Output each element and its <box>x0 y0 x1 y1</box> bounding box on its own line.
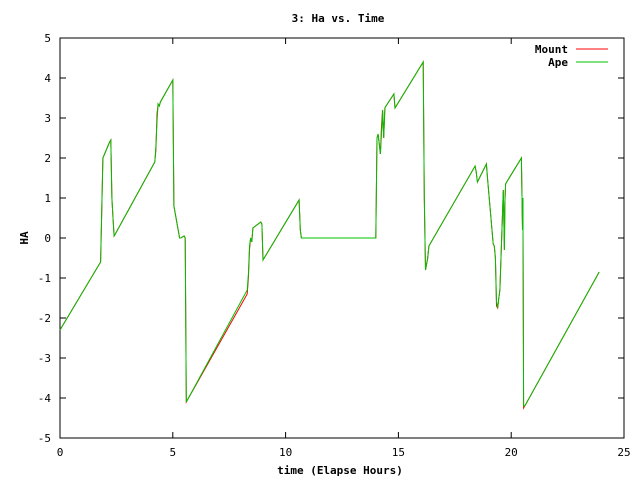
y-tick-label: 3 <box>44 112 51 125</box>
legend-label-mount: Mount <box>535 43 568 56</box>
x-tick-label: 15 <box>392 446 405 459</box>
x-axis-label: time (Elapse Hours) <box>277 464 403 477</box>
y-tick-label: 1 <box>44 192 51 205</box>
y-tick-label: 5 <box>44 32 51 45</box>
legend: Mount Ape <box>535 43 608 69</box>
y-tick-label: 4 <box>44 72 51 85</box>
series-line-mount <box>59 60 600 410</box>
x-tick-label: 5 <box>169 446 176 459</box>
y-axis-label: HA <box>18 231 31 245</box>
x-tick-label: 0 <box>57 446 64 459</box>
y-tick-label: -4 <box>38 392 52 405</box>
legend-label-ape: Ape <box>548 56 568 69</box>
series-layer <box>59 60 600 410</box>
chart-title: 3: Ha vs. Time <box>292 12 385 25</box>
series-line-ape <box>59 60 600 407</box>
y-tick-label: -3 <box>38 352 51 365</box>
y-tick-label: -2 <box>38 312 51 325</box>
y-tick-label: 2 <box>44 152 51 165</box>
y-tick-label: -1 <box>38 272 51 285</box>
y-tick-label: -5 <box>38 432 51 445</box>
axis-tick-labels: 0 5 10 15 20 25 -5 -4 -3 -2 -1 0 1 2 3 4 5 <box>38 32 631 459</box>
y-tick-label: 0 <box>44 232 51 245</box>
x-tick-label: 10 <box>279 446 292 459</box>
x-tick-label: 20 <box>505 446 518 459</box>
axis-ticks <box>59 37 625 439</box>
x-tick-label: 25 <box>617 446 630 459</box>
